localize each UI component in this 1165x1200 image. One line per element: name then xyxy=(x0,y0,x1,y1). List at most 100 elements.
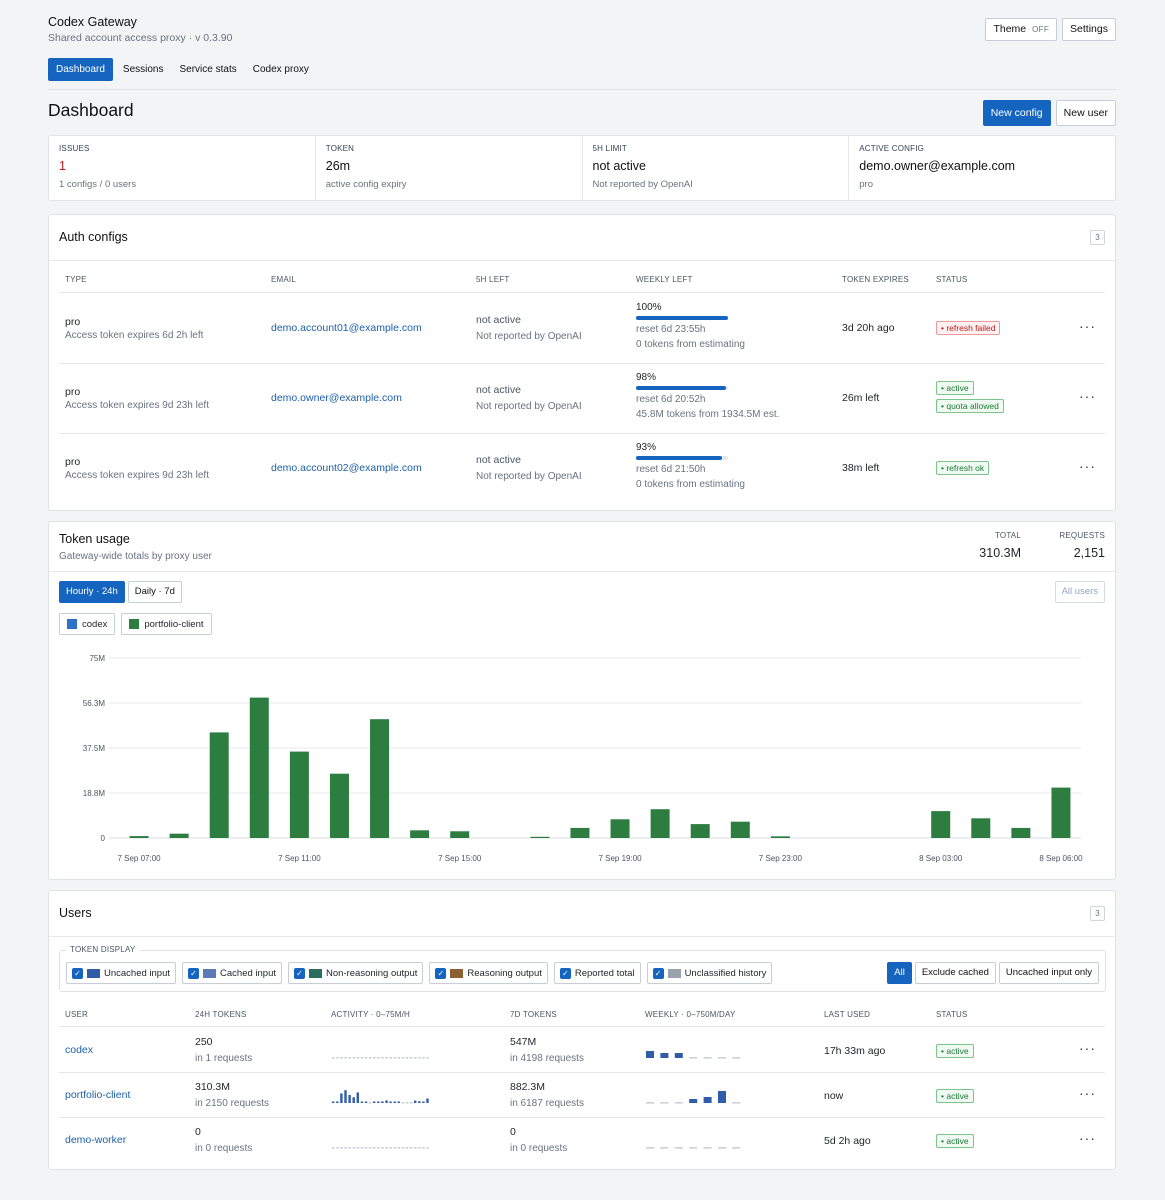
five-h-status: not active xyxy=(476,384,521,396)
checkbox-checked-icon[interactable]: ✓ xyxy=(652,967,664,979)
row-menu-icon[interactable]: ··· xyxy=(1079,318,1096,334)
stat-value: not active xyxy=(592,159,647,173)
weekly-bar xyxy=(674,1053,683,1058)
stat-value: demo.owner@example.com xyxy=(859,159,1016,173)
weekly-bar xyxy=(718,1091,726,1103)
last-used: 5d 2h ago xyxy=(824,1135,871,1147)
row-menu-icon[interactable]: ··· xyxy=(1079,1040,1096,1056)
weekly-tokens: 0 tokens from estimating xyxy=(636,479,745,490)
new-config-button[interactable]: New config xyxy=(982,100,1051,126)
checkbox-checked-icon[interactable]: ✓ xyxy=(188,967,200,979)
divider xyxy=(59,1072,1105,1073)
checkbox-checked-icon[interactable]: ✓ xyxy=(435,967,447,979)
activity-empty xyxy=(389,1147,392,1149)
requests-24h: in 0 requests xyxy=(195,1143,253,1154)
bar-portfolio-client-5[interactable] xyxy=(329,773,349,838)
toggle-swatch xyxy=(667,968,681,978)
legend-label: codex xyxy=(82,618,108,630)
filter-all[interactable]: All xyxy=(887,962,912,984)
checkbox-checked-icon[interactable]: ✓ xyxy=(559,967,571,979)
toggle-cached-input[interactable]: ✓ Cached input xyxy=(182,962,283,984)
weekly-empty xyxy=(718,1147,726,1149)
config-email[interactable]: demo.account01@example.com xyxy=(271,322,422,334)
tokens-7d: 882.3M xyxy=(510,1081,546,1093)
settings-button[interactable]: Settings xyxy=(1062,18,1116,41)
bar-portfolio-client-14[interactable] xyxy=(690,824,710,838)
stat-token: TOKEN 26m active config expiry xyxy=(316,136,583,200)
bar-portfolio-client-6[interactable] xyxy=(370,719,390,838)
bar-portfolio-client-12[interactable] xyxy=(610,819,630,838)
activity-empty xyxy=(389,1057,392,1059)
bar-portfolio-client-8[interactable] xyxy=(450,831,470,838)
checkbox-checked-icon[interactable]: ✓ xyxy=(72,967,83,979)
divider xyxy=(59,1026,1105,1027)
activity-empty xyxy=(348,1147,351,1149)
config-email[interactable]: demo.owner@example.com xyxy=(271,392,402,404)
y-tick-label: 37.5M xyxy=(83,744,106,753)
weekly-empty xyxy=(646,1102,654,1104)
tab-hourly[interactable]: Hourly · 24h xyxy=(59,581,125,603)
bar-portfolio-client-20[interactable] xyxy=(931,811,951,838)
activity-empty xyxy=(352,1057,356,1059)
filter-exclude-cached[interactable]: Exclude cached xyxy=(914,962,996,984)
toggle-uncached-input[interactable]: ✓ Uncached input xyxy=(66,962,177,984)
config-email[interactable]: demo.account02@example.com xyxy=(271,462,422,474)
activity-bar xyxy=(389,1101,392,1103)
tab-dashboard[interactable]: Dashboard xyxy=(48,58,113,81)
requests-7d: in 4198 requests xyxy=(510,1053,584,1064)
summary-stats: ISSUES 1 1 configs / 0 users TOKEN 26m a… xyxy=(48,135,1116,201)
divider xyxy=(59,1117,1105,1118)
bar-portfolio-client-3[interactable] xyxy=(249,697,269,838)
bar-portfolio-client-2[interactable] xyxy=(209,732,229,838)
bar-portfolio-client-10[interactable] xyxy=(530,836,550,838)
toggle-label: Reported total xyxy=(574,967,635,979)
tokens-24h: 0 xyxy=(195,1126,201,1138)
weekly-bar-fill xyxy=(636,316,728,320)
user-name[interactable]: portfolio-client xyxy=(65,1089,131,1101)
user-name[interactable]: codex xyxy=(65,1044,94,1056)
five-h-status: not active xyxy=(476,314,521,326)
col-24h-tokens: 24H TOKENS xyxy=(195,1010,247,1019)
tab-daily[interactable]: Daily · 7d xyxy=(127,581,182,603)
new-user-button[interactable]: New user xyxy=(1055,100,1116,126)
row-menu-icon[interactable]: ··· xyxy=(1079,1085,1096,1101)
bar-portfolio-client-23[interactable] xyxy=(1051,787,1071,838)
tab-codex-proxy[interactable]: Codex proxy xyxy=(252,64,309,75)
tab-sessions[interactable]: Sessions xyxy=(122,64,164,75)
toggle-reported-total[interactable]: ✓ Reported total xyxy=(553,962,641,984)
weekly-bar-fill xyxy=(636,456,722,460)
toggle-unclassified-history[interactable]: ✓ Unclassified history xyxy=(646,962,773,984)
activity-bar xyxy=(344,1090,347,1103)
all-users-filter[interactable]: All users xyxy=(1054,581,1105,603)
toggle-reasoning-output[interactable]: ✓ Reasoning output xyxy=(429,962,548,984)
bar-portfolio-client-21[interactable] xyxy=(971,818,991,838)
tokens-7d: 0 xyxy=(510,1126,516,1138)
bar-portfolio-client-15[interactable] xyxy=(730,821,750,838)
bar-portfolio-client-13[interactable] xyxy=(650,809,670,838)
bar-portfolio-client-4[interactable] xyxy=(289,751,309,838)
row-menu-icon[interactable]: ··· xyxy=(1079,458,1096,474)
legend-portfolio-client[interactable]: portfolio-client xyxy=(121,613,212,635)
toggle-label: Reasoning output xyxy=(467,967,542,979)
activity-empty xyxy=(340,1057,343,1059)
activity-empty xyxy=(414,1057,417,1059)
bar-portfolio-client-0[interactable] xyxy=(129,836,149,838)
status-badge: • active xyxy=(936,381,974,395)
status-badge: • active xyxy=(936,1089,974,1103)
row-menu-icon[interactable]: ··· xyxy=(1079,388,1096,404)
checkbox-checked-icon[interactable]: ✓ xyxy=(294,967,306,979)
user-name[interactable]: demo-worker xyxy=(65,1134,127,1146)
bar-portfolio-client-7[interactable] xyxy=(410,830,430,838)
requests-7d: in 0 requests xyxy=(510,1143,568,1154)
activity-bar xyxy=(352,1097,355,1103)
bar-portfolio-client-16[interactable] xyxy=(770,836,790,838)
tab-service-stats[interactable]: Service stats xyxy=(179,64,237,75)
theme-toggle[interactable]: Theme OFF xyxy=(985,18,1058,41)
filter-uncached-only[interactable]: Uncached input only xyxy=(998,962,1099,984)
toggle-non-reasoning-output[interactable]: ✓ Non-reasoning output xyxy=(288,962,424,984)
row-menu-icon[interactable]: ··· xyxy=(1079,1130,1096,1146)
legend-codex[interactable]: codex xyxy=(59,613,116,635)
bar-portfolio-client-11[interactable] xyxy=(570,827,590,838)
bar-portfolio-client-1[interactable] xyxy=(169,833,189,838)
bar-portfolio-client-22[interactable] xyxy=(1011,827,1031,838)
